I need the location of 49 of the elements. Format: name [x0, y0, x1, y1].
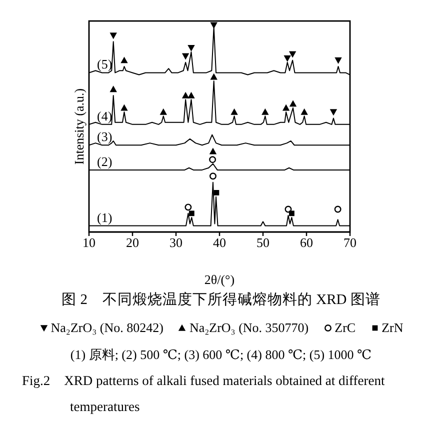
point — [209, 156, 216, 164]
series-label: (5) — [97, 56, 112, 72]
point — [284, 55, 291, 62]
x-tick-label: 40 — [213, 235, 226, 250]
point — [110, 86, 117, 92]
point — [210, 22, 218, 29]
caption: Fig.2 XRD patterns of alkali fused materials obtained at different temperatures — [21, 372, 386, 416]
series-label: (4) — [97, 108, 112, 124]
text: (1) 原料; (2) 500 ℃; (3) 600 ℃; (4) 800 ℃; (5) 1000 ℃ — [69, 346, 373, 364]
point — [289, 210, 294, 216]
x-tick-label: 10 — [82, 235, 96, 250]
point — [209, 148, 217, 154]
point — [300, 108, 308, 115]
x-axis-title: 2θ/(°) — [204, 272, 235, 287]
x-tick-label: 70 — [344, 235, 356, 250]
point — [334, 206, 342, 213]
point — [289, 100, 297, 107]
legend-label: Na₂ZrO₃ (No. 350770) — [189, 319, 309, 337]
point — [282, 104, 290, 111]
point — [182, 92, 190, 98]
point — [210, 73, 218, 80]
point — [262, 108, 269, 115]
text: 图 2 不同煅烧温度下所得碱熔物料的 XRD 图谱 — [60, 290, 382, 310]
point — [184, 204, 192, 211]
point — [230, 108, 238, 115]
series-label: (1) — [97, 210, 112, 225]
x-tick-label: 20 — [126, 235, 139, 250]
series-label: (2) — [97, 154, 112, 169]
point — [188, 210, 194, 216]
point — [334, 57, 342, 64]
point — [188, 45, 195, 52]
point — [120, 104, 128, 111]
point — [160, 108, 167, 115]
point — [214, 190, 220, 196]
x-tick-label: 30 — [170, 235, 182, 250]
point — [188, 92, 195, 98]
y-axis-title: Intensity (a.u.) — [72, 88, 87, 165]
x-tick-label: 60 — [300, 235, 313, 250]
point — [330, 109, 338, 116]
point — [182, 53, 190, 60]
legend-label: Na₂ZrO₃ (No. 80242) — [50, 319, 164, 337]
point — [209, 172, 216, 180]
series-label: (3) — [97, 129, 112, 144]
x-tick-label: 50 — [256, 235, 270, 250]
legend-label: ZrC — [334, 319, 356, 337]
point — [288, 51, 296, 58]
point — [120, 56, 128, 64]
legend-label: ZrN — [382, 319, 404, 337]
point — [110, 32, 117, 40]
